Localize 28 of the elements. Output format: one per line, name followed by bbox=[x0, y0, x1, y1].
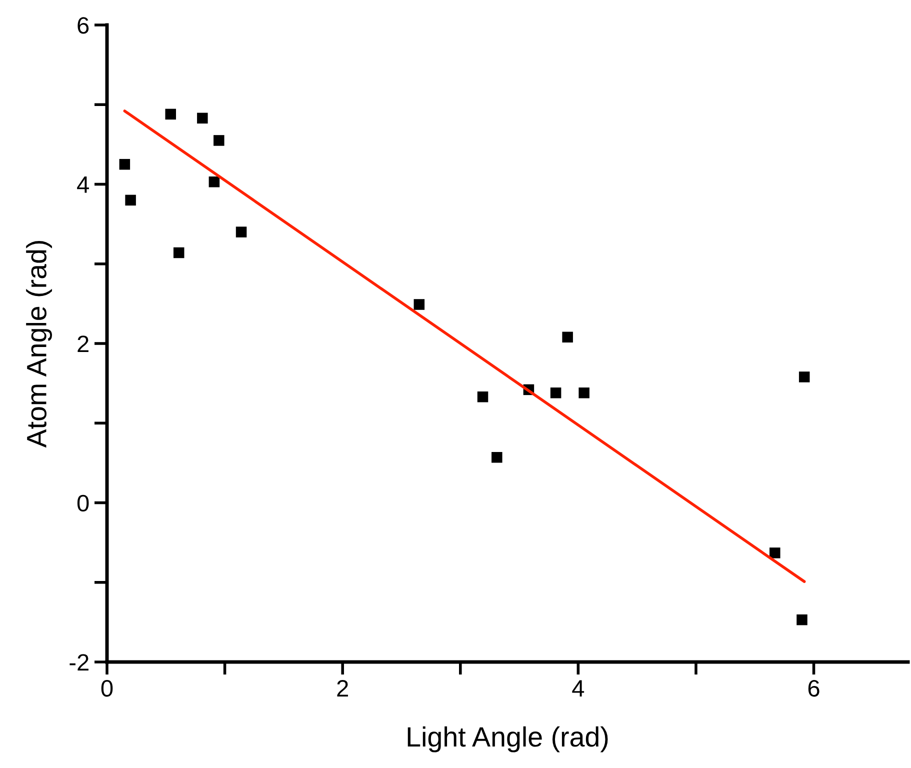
y-tick-label: 2 bbox=[78, 336, 88, 352]
x-tick-label: 2 bbox=[337, 680, 348, 696]
point bbox=[125, 194, 136, 206]
point bbox=[214, 135, 224, 146]
point bbox=[798, 372, 810, 382]
x-tick-label: 4 bbox=[572, 680, 584, 696]
point bbox=[578, 387, 590, 398]
point bbox=[770, 548, 780, 558]
y-tick-label: -2 bbox=[70, 654, 88, 671]
point bbox=[173, 247, 184, 258]
point bbox=[477, 391, 488, 402]
x-tick-label: 0 bbox=[101, 680, 113, 697]
point bbox=[414, 299, 425, 310]
point bbox=[236, 226, 247, 238]
point bbox=[197, 112, 208, 124]
point bbox=[550, 387, 562, 398]
point bbox=[562, 332, 573, 343]
x-tick-label: 6 bbox=[808, 680, 820, 697]
y-tick-label: 4 bbox=[77, 176, 89, 193]
point bbox=[208, 176, 220, 188]
y-tick-label: 0 bbox=[77, 494, 89, 512]
y-axis-title: Atom Angle (rad) bbox=[26, 241, 52, 448]
x-axis-title: Light Angle (rad) bbox=[408, 726, 608, 752]
point bbox=[492, 452, 502, 463]
y-tick-label: 6 bbox=[78, 17, 89, 34]
point bbox=[165, 108, 176, 120]
point bbox=[119, 158, 130, 170]
point bbox=[796, 614, 808, 626]
